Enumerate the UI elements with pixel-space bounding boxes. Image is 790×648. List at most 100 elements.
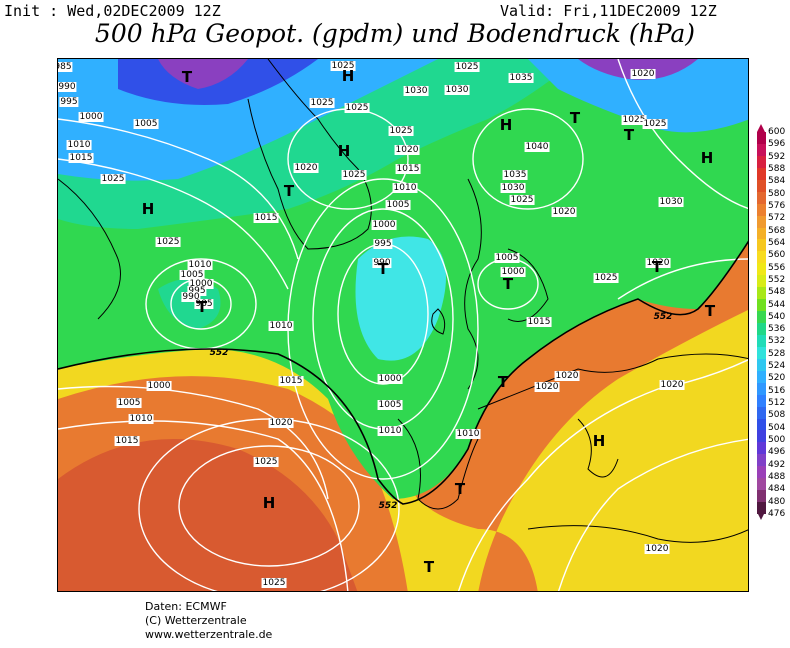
isobar-label: 1020 [554, 371, 580, 381]
europe-north-coast [477, 353, 748, 410]
sky-blue-region-ne [528, 59, 748, 133]
isobar-label: 1010 [187, 260, 213, 270]
isobar-label: 995 [373, 239, 393, 249]
isobar-label: 1010 [392, 183, 418, 193]
legend-value: 552 [768, 274, 786, 285]
isobar-high-sw-1 [178, 445, 360, 567]
legend-swatch [757, 454, 766, 467]
legend-value: 584 [768, 176, 786, 187]
color-legend [757, 132, 766, 514]
isobar-label: 1020 [630, 69, 656, 79]
low-pressure-center: T [377, 260, 389, 278]
isobar-label: 1025 [344, 103, 370, 113]
legend-swatch [757, 311, 766, 323]
isobar-line-8 [617, 59, 748, 210]
scandinavia-west-coast [464, 178, 482, 390]
low-pressure-center: T [454, 480, 466, 498]
italy-coast [577, 418, 619, 478]
legend-swatch [757, 490, 766, 503]
isobar-label: 1000 [78, 112, 104, 122]
isobar-label: 1010 [128, 414, 154, 424]
legend-value: 596 [768, 139, 786, 150]
isobar-label: 1020 [268, 418, 294, 428]
isobar-line-6 [557, 438, 748, 591]
legend-value: 520 [768, 373, 786, 384]
geopotential-contour-label: 552 [209, 348, 229, 358]
isobar-label: 1005 [179, 270, 205, 280]
isobar-label: 1020 [645, 258, 671, 268]
legend-swatch [757, 382, 766, 395]
legend-value: 536 [768, 324, 786, 335]
isobar-label: 1000 [377, 374, 403, 384]
high-pressure-center: H [592, 432, 606, 450]
low-pressure-center: T [181, 68, 193, 86]
valid-time: Valid: Fri,11DEC2009 12Z [500, 2, 717, 20]
isobar-label: 1025 [341, 170, 367, 180]
legend-value: 524 [768, 361, 786, 372]
isobar-label: 1020 [644, 544, 670, 554]
purple-region [158, 59, 248, 89]
isobar-label: 1020 [551, 207, 577, 217]
isobar-label: 1005 [133, 119, 159, 129]
isobar-label: 995 [187, 286, 207, 296]
legend-swatch [757, 239, 766, 252]
footer-credits: Daten: ECMWF (C) Wetterzentrale www.wett… [145, 600, 272, 642]
legend-swatch [757, 251, 766, 264]
legend-value: 540 [768, 311, 786, 322]
isobar-label: 1005 [116, 398, 142, 408]
legend-value: 532 [768, 336, 786, 347]
legend-value: 500 [768, 435, 786, 446]
footer-copyright: (C) Wetterzentrale [145, 614, 247, 627]
canada-coast [58, 178, 121, 320]
isobar-label: 1030 [403, 86, 429, 96]
isobar-label: 1000 [500, 267, 526, 277]
isobar-label: 1015 [278, 376, 304, 386]
isobar-line-7 [617, 258, 748, 300]
legend-swatch [757, 334, 766, 347]
isobar-label: 1000 [188, 279, 214, 289]
legend-swatch [757, 418, 766, 431]
low-pressure-center: T [651, 258, 663, 276]
isobar-label: 1020 [534, 382, 560, 392]
isobar-label: 1035 [502, 170, 528, 180]
uk-coast [431, 308, 446, 335]
isobar-label: 1025 [388, 126, 414, 136]
isobar-label: 1015 [68, 153, 94, 163]
isobar-line-4 [58, 420, 349, 591]
isobar-label: 1025 [509, 195, 535, 205]
legend-swatch [757, 299, 766, 312]
low-pressure-center: T [623, 126, 635, 144]
iberia-coast [397, 418, 479, 510]
greenland-coast [247, 59, 372, 250]
legend-value: 476 [768, 509, 786, 519]
isobar-label: 985 [58, 62, 73, 72]
legend-swatch [757, 406, 766, 419]
legend-swatch [757, 263, 766, 276]
isobar-label: 1030 [444, 85, 470, 95]
legend-value: 588 [768, 163, 786, 174]
legend-value: 488 [768, 472, 786, 483]
legend-value: 556 [768, 262, 786, 273]
geopotential-contour-label: 552 [653, 312, 673, 322]
legend-value: 512 [768, 398, 786, 409]
legend-swatch [757, 227, 766, 240]
legend-value: 576 [768, 200, 786, 211]
geopotential-contour-label: 552 [378, 501, 398, 511]
low-pressure-center: T [423, 558, 435, 576]
isobar-label: 1025 [621, 115, 647, 125]
legend-value: 580 [768, 188, 786, 199]
low-pressure-center: T [502, 275, 514, 293]
isobar-high-arctic [472, 108, 584, 210]
legend-value: 564 [768, 237, 786, 248]
legend-swatch [757, 155, 766, 168]
legend-value: 548 [768, 287, 786, 298]
legend-value: 480 [768, 496, 786, 507]
legend-value: 560 [768, 250, 786, 261]
legend-value: 600 [768, 127, 786, 137]
legend-bottom-arrow [757, 512, 765, 520]
isobar-label: 990 [372, 258, 392, 268]
low-pressure-center: T [196, 298, 208, 316]
legend-swatch [757, 478, 766, 491]
legend-top-arrow [757, 124, 765, 132]
legend-value: 492 [768, 459, 786, 470]
